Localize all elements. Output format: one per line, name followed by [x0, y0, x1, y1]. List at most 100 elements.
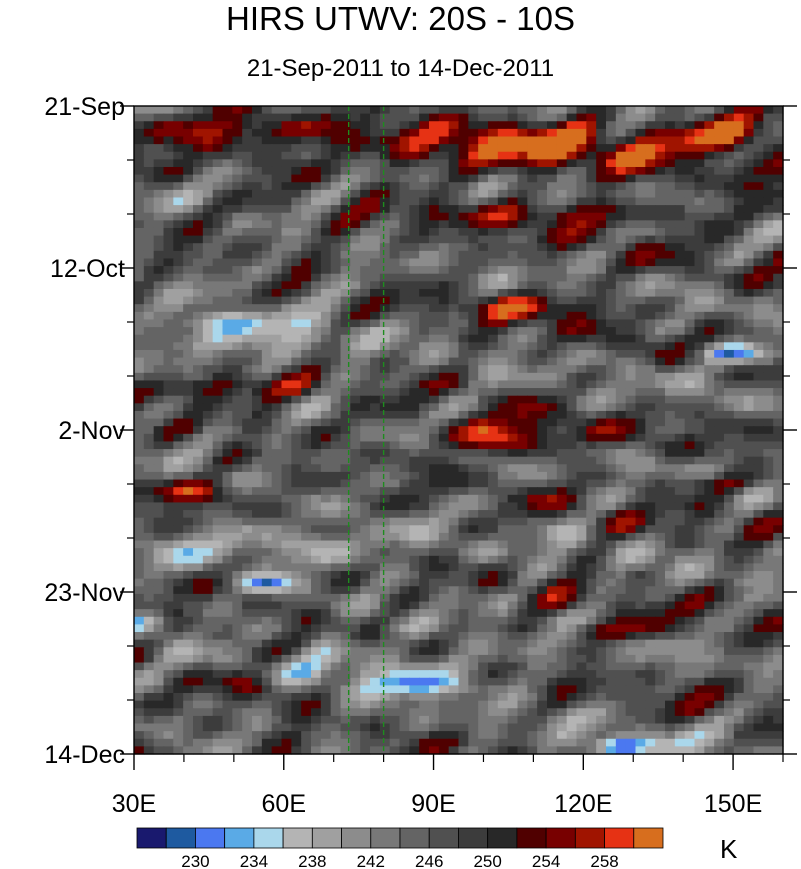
contour-cell [724, 349, 735, 359]
contour-cell [409, 342, 420, 351]
contour-cell [281, 563, 292, 572]
contour-cell [586, 166, 597, 176]
contour-cell [311, 601, 322, 610]
contour-cell [468, 166, 479, 176]
contour-cell [261, 494, 273, 504]
contour-cell [606, 205, 617, 214]
contour-cell [242, 456, 253, 465]
contour-cell [173, 532, 184, 542]
contour-cell [704, 426, 715, 435]
contour-cell [684, 517, 696, 526]
contour-cell [252, 197, 263, 206]
contour-cell [517, 662, 528, 671]
contour-cell [704, 380, 715, 389]
contour-cell [576, 395, 587, 404]
contour-cell [704, 502, 715, 511]
contour-cell [517, 220, 528, 229]
contour-cell [674, 121, 686, 130]
contour-cell [153, 647, 165, 656]
contour-cell [153, 182, 165, 191]
contour-cell [429, 281, 440, 290]
contour-cell [429, 365, 440, 374]
contour-cell [497, 578, 509, 587]
contour-cell [468, 609, 479, 618]
contour-cell [527, 327, 538, 336]
contour-cell [635, 609, 646, 618]
contour-cell [547, 197, 558, 206]
contour-cell [488, 555, 499, 565]
contour-cell [497, 144, 509, 153]
contour-cell [409, 144, 420, 153]
contour-cell [340, 304, 351, 313]
contour-cell [478, 250, 489, 260]
contour-cell [714, 601, 725, 610]
contour-cell [232, 449, 243, 458]
contour-cell [311, 258, 322, 267]
contour-cell [497, 189, 509, 199]
contour-cell [724, 555, 735, 565]
contour-cell [291, 121, 302, 130]
contour-cell [625, 159, 637, 168]
contour-cell [438, 273, 450, 282]
contour-cell [330, 136, 342, 145]
contour-cell [419, 563, 430, 572]
contour-cell [143, 532, 155, 542]
contour-cell [212, 677, 224, 686]
contour-cell [330, 677, 342, 686]
contour-cell [429, 288, 440, 298]
contour-cell [743, 349, 755, 359]
contour-cell [252, 654, 263, 664]
contour-cell [379, 144, 391, 153]
contour-cell [271, 288, 283, 298]
contour-cell [389, 677, 401, 686]
contour-cell [537, 304, 548, 313]
contour-cell [655, 151, 666, 160]
contour-cell [212, 571, 224, 580]
contour-cell [714, 593, 725, 603]
contour-cell [281, 487, 292, 496]
contour-cell [517, 357, 528, 366]
contour-cell [330, 647, 342, 656]
contour-cell [409, 197, 420, 206]
contour-cell [409, 349, 420, 359]
contour-cell [773, 121, 784, 130]
contour-cell [497, 235, 509, 244]
contour-cell [537, 532, 548, 542]
contour-cell [212, 670, 224, 679]
contour-cell [606, 189, 617, 199]
contour-cell [684, 525, 696, 534]
contour-cell [497, 456, 509, 465]
contour-cell [586, 380, 597, 389]
contour-cell [615, 342, 627, 351]
contour-cell [517, 334, 528, 343]
contour-cell [202, 670, 214, 679]
contour-cell [301, 106, 312, 115]
contour-cell [202, 266, 214, 275]
contour-cell [724, 586, 735, 595]
contour-cell [468, 593, 479, 603]
contour-cell [202, 250, 214, 260]
contour-cell [212, 258, 224, 267]
contour-cell [291, 258, 302, 267]
contour-cell [330, 601, 342, 610]
contour-cell [261, 288, 273, 298]
contour-cell [665, 113, 676, 122]
contour-cell [674, 517, 686, 526]
contour-cell [635, 571, 646, 580]
contour-cell [438, 395, 450, 404]
contour-cell [350, 471, 361, 481]
contour-cell [409, 441, 420, 450]
contour-cell [389, 121, 401, 130]
contour-cell [497, 227, 509, 237]
contour-cell [252, 258, 263, 267]
contour-cell [301, 662, 312, 671]
contour-cell [576, 555, 587, 565]
contour-cell [360, 647, 371, 656]
contour-cell [586, 494, 597, 504]
contour-cell [222, 311, 233, 321]
contour-cell [556, 220, 568, 229]
contour-cell [645, 182, 656, 191]
contour-cell [370, 647, 381, 656]
contour-cell [635, 593, 646, 603]
contour-cell [586, 365, 597, 374]
